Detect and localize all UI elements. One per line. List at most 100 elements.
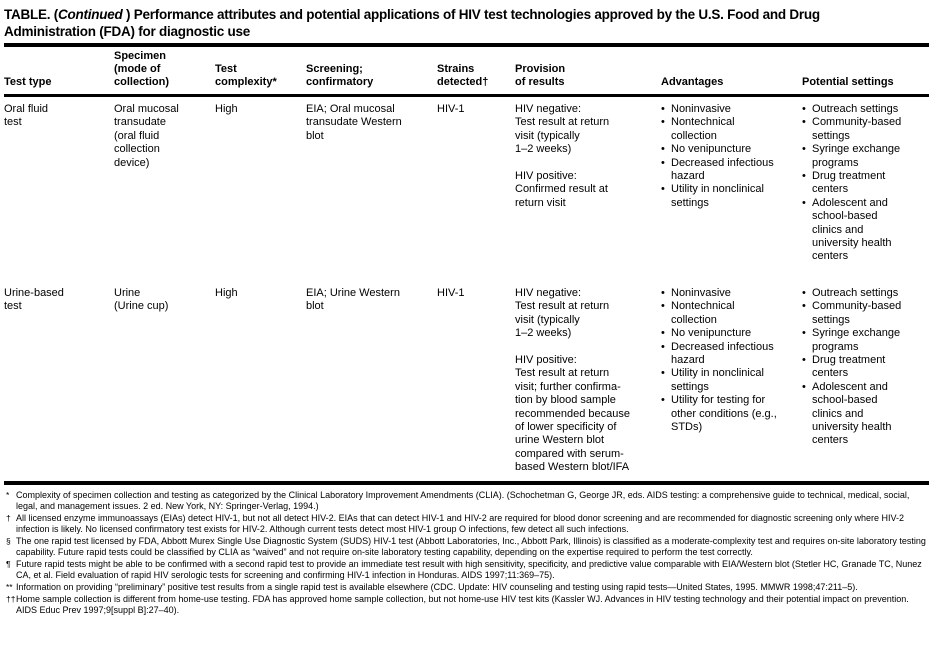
title-suffix: ) Performance attributes and potential a… bbox=[122, 7, 820, 22]
cell-potential-settings-list: • Outreach settings • Community-based setti… bbox=[802, 287, 927, 448]
title-continued: Continued bbox=[58, 7, 123, 22]
footnote: ¶ Future rapid tests might be able to be… bbox=[4, 559, 929, 581]
bullet-icon: • bbox=[802, 103, 806, 115]
bullet-list-item: • Utility for testing for other condition… bbox=[661, 394, 796, 434]
table-bottom-rule bbox=[4, 481, 929, 485]
cell-strains-detected: HIV-1 bbox=[437, 103, 465, 115]
bullet-icon: • bbox=[661, 327, 665, 340]
cell-test-complexity: High bbox=[215, 103, 238, 115]
bullet-icon: • bbox=[802, 196, 806, 209]
bullet-list-item: • Nontechnical collection bbox=[661, 300, 796, 327]
bullet-item-text: Noninvasive bbox=[671, 103, 731, 115]
bullet-list-item: • Utility in nonclinical settings bbox=[661, 183, 796, 210]
footnote-marker: * bbox=[6, 490, 10, 500]
bullet-list-item: • No venipuncture bbox=[661, 143, 796, 156]
column-header-provision-of-results: Provision of results bbox=[515, 63, 566, 88]
bullet-item-text: Syringe exchange programs bbox=[812, 327, 901, 353]
bullet-icon: • bbox=[802, 170, 806, 183]
footnote: ** Information on providing “preliminary… bbox=[4, 582, 929, 593]
bullet-icon: • bbox=[661, 367, 665, 380]
cell-advantages-list: • Noninvasive • Nontechnical collection • No … bbox=[661, 103, 802, 210]
cell-screening-confirmatory: EIA; Urine Western blot bbox=[306, 287, 400, 313]
bullet-icon: • bbox=[661, 116, 665, 129]
table-row-urine-based-test: Urine-based test Urine (Urine cup) High … bbox=[4, 281, 929, 481]
bullet-icon: • bbox=[802, 116, 806, 129]
bullet-item-text: Outreach settings bbox=[812, 287, 899, 299]
column-header-potential-settings: Potential settings bbox=[802, 76, 894, 88]
bullet-icon: • bbox=[661, 300, 665, 313]
bullet-list-item: • Adolescent and school-based clinics and… bbox=[802, 197, 921, 264]
cell-specimen: Urine (Urine cup) bbox=[114, 287, 169, 313]
bullet-list-item: • Noninvasive bbox=[661, 287, 796, 300]
bullet-icon: • bbox=[661, 340, 665, 353]
footnote-text: Complexity of specimen collection and te… bbox=[16, 490, 910, 511]
bullet-icon: • bbox=[802, 287, 806, 299]
bullet-list-item: • Outreach settings bbox=[802, 103, 921, 116]
bullet-item-text: Decreased infectious hazard bbox=[671, 156, 774, 183]
bullet-list-item: • Nontechnical collection bbox=[661, 116, 796, 143]
bullet-item-text: Drug treatment centers bbox=[812, 170, 886, 196]
footnote-marker: † bbox=[6, 513, 11, 523]
footnotes-section: * Complexity of specimen collection and … bbox=[4, 485, 929, 616]
column-header-screening-confirmatory: Screening; confirmatory bbox=[306, 63, 374, 88]
bullet-list-item: • Adolescent and school-based clinics and… bbox=[802, 381, 921, 448]
bullet-item-text: Utility for testing for other conditions… bbox=[671, 394, 777, 434]
footnote-marker: ** bbox=[6, 582, 13, 592]
footnote-text: All licensed enzyme immunoassays (EIAs) … bbox=[16, 513, 904, 534]
bullet-icon: • bbox=[802, 380, 806, 393]
footnote-marker: ¶ bbox=[6, 559, 11, 569]
cell-provision-of-results: HIV negative: Test result at return visi… bbox=[515, 103, 610, 209]
bullet-item-text: No venipuncture bbox=[671, 327, 752, 340]
bullet-icon: • bbox=[661, 143, 665, 156]
bullet-list-item: • Drug treatment centers bbox=[802, 170, 921, 197]
bullet-icon: • bbox=[802, 354, 806, 367]
column-header-advantages: Advantages bbox=[661, 76, 724, 88]
table-title-line1: TABLE. (Continued ) Performance attribut… bbox=[4, 6, 929, 23]
cell-screening-confirmatory: EIA; Oral mucosal transudate Western blo… bbox=[306, 103, 402, 142]
bullet-list-item: • Decreased infectious hazard bbox=[661, 341, 796, 368]
bullet-item-text: Utility in nonclinical settings bbox=[671, 367, 764, 393]
bullet-icon: • bbox=[802, 143, 806, 156]
footnote-text: The one rapid test licensed by FDA, Abbo… bbox=[16, 536, 926, 557]
bullet-item-text: Nontechnical collection bbox=[671, 116, 735, 142]
bullet-item-text: No venipuncture bbox=[671, 143, 752, 156]
bullet-item-text: Syringe exchange programs bbox=[812, 143, 901, 169]
bullet-icon: • bbox=[802, 327, 806, 340]
bullet-list-item: • Outreach settings bbox=[802, 287, 921, 300]
footnote-marker: †† bbox=[6, 594, 16, 604]
bullet-item-text: Decreased infectious hazard bbox=[671, 340, 774, 367]
column-header-specimen: Specimen (mode of collection) bbox=[114, 50, 170, 88]
bullet-item-text: Utility in nonclinical settings bbox=[671, 183, 764, 209]
table-row-oral-fluid-test: Oral fluid test Oral mucosal transudate … bbox=[4, 97, 929, 281]
bullet-item-text: Adolescent and school-based clinics and … bbox=[812, 380, 892, 447]
bullet-icon: • bbox=[661, 183, 665, 196]
cell-test-complexity: High bbox=[215, 287, 238, 299]
bullet-item-text: Community-based settings bbox=[812, 300, 902, 326]
bullet-list-item: • Drug treatment centers bbox=[802, 354, 921, 381]
cell-advantages-list: • Noninvasive • Nontechnical collection • No … bbox=[661, 287, 802, 434]
column-header-test-complexity: Test complexity* bbox=[215, 63, 277, 88]
table-title: TABLE. (Continued ) Performance attribut… bbox=[4, 6, 929, 40]
bullet-icon: • bbox=[802, 300, 806, 313]
table-title-line2: Administration (FDA) for diagnostic use bbox=[4, 24, 251, 39]
table-page: TABLE. (Continued ) Performance attribut… bbox=[4, 6, 929, 616]
bullet-list-item: • Noninvasive bbox=[661, 103, 796, 116]
footnote-text: Home sample collection is different from… bbox=[16, 594, 909, 615]
cell-strains-detected: HIV-1 bbox=[437, 287, 465, 299]
bullet-icon: • bbox=[661, 394, 665, 407]
footnote: * Complexity of specimen collection and … bbox=[4, 490, 929, 512]
column-header-test-type: Test type bbox=[4, 76, 52, 88]
cell-specimen: Oral mucosal transudate (oral fluid coll… bbox=[114, 103, 179, 169]
bullet-item-text: Adolescent and school-based clinics and … bbox=[812, 196, 892, 263]
bullet-list-item: • Utility in nonclinical settings bbox=[661, 367, 796, 394]
bullet-list-item: • Syringe exchange programs bbox=[802, 143, 921, 170]
bullet-list-item: • Community-based settings bbox=[802, 300, 921, 327]
cell-test-type: Oral fluid test bbox=[4, 103, 49, 129]
bullet-icon: • bbox=[661, 287, 665, 299]
bullet-icon: • bbox=[661, 156, 665, 169]
footnote-text: Future rapid tests might be able to be c… bbox=[16, 559, 922, 580]
bullet-list-item: • Syringe exchange programs bbox=[802, 327, 921, 354]
cell-test-type: Urine-based test bbox=[4, 287, 64, 313]
bullet-list-item: • Decreased infectious hazard bbox=[661, 157, 796, 184]
bullet-item-text: Community-based settings bbox=[812, 116, 902, 142]
